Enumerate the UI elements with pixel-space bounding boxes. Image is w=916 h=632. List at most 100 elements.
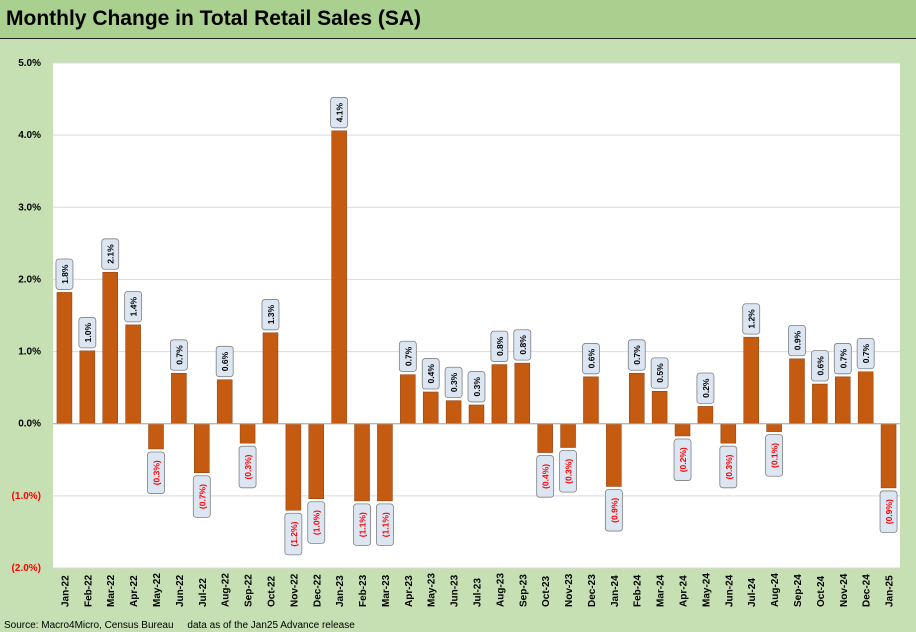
data-label-text: (0.9%) xyxy=(609,498,619,523)
bar xyxy=(835,376,851,424)
bar xyxy=(400,374,416,424)
y-axis: (2.0%) (1.0%) 0.0% 1.0% 2.0% 3.0% 4.0% 5.0% xyxy=(12,58,42,574)
bar xyxy=(239,423,256,444)
y-tick-label: (2.0%) xyxy=(12,563,41,574)
data-label-text: 1.4% xyxy=(129,297,139,317)
bar xyxy=(537,423,553,453)
data-label: (0.3%) xyxy=(719,445,738,489)
bar xyxy=(422,391,439,424)
x-tick-label: Feb-24 xyxy=(633,574,644,607)
data-label-text: 0.6% xyxy=(586,348,596,368)
x-tick-label: Apr-24 xyxy=(679,575,690,607)
x-tick-label: Mar-22 xyxy=(106,574,117,607)
x-tick-label: Jul-23 xyxy=(473,578,484,607)
x-tick-label: Dec-24 xyxy=(862,574,873,607)
x-tick-label: Nov-22 xyxy=(289,573,300,607)
data-label: 1.0% xyxy=(78,317,97,349)
bar xyxy=(697,406,714,424)
data-label-text: (0.2%) xyxy=(678,447,688,472)
data-label-text: (0.4%) xyxy=(541,464,551,489)
bar xyxy=(331,130,347,424)
x-tick-label: May-22 xyxy=(152,573,163,607)
bar xyxy=(674,423,691,437)
data-label-text: (0.3%) xyxy=(243,454,253,479)
bar xyxy=(125,324,141,424)
data-label-box xyxy=(284,512,303,556)
data-label-box xyxy=(559,450,577,493)
data-label-text: 1.3% xyxy=(266,304,276,324)
x-tick-label: May-23 xyxy=(427,573,438,607)
data-label-text: 0.7% xyxy=(838,348,848,368)
x-tick-label: Dec-23 xyxy=(587,574,598,607)
data-label: 2.1% xyxy=(101,238,120,270)
x-tick-label: Feb-23 xyxy=(358,574,369,607)
data-label-box xyxy=(810,350,829,382)
data-label-text: (0.3%) xyxy=(152,460,162,485)
data-label-text: 0.3% xyxy=(449,372,459,392)
data-label: 1.2% xyxy=(742,303,761,335)
x-tick-label: Sep-23 xyxy=(518,574,529,607)
x-tick-label: Sep-24 xyxy=(793,574,804,607)
data-label-text: 0.7% xyxy=(174,345,184,365)
data-label: (0.9%) xyxy=(879,490,898,533)
bar xyxy=(194,423,210,474)
bar xyxy=(812,383,828,424)
x-tick-label: May-24 xyxy=(701,573,712,607)
data-label: (0.2%) xyxy=(673,438,692,481)
data-label-box xyxy=(582,343,600,375)
data-label: 0.7% xyxy=(398,340,417,373)
data-label: (0.1%) xyxy=(765,434,783,477)
bar xyxy=(56,292,73,424)
data-label-box xyxy=(696,372,715,404)
data-label-text: 0.6% xyxy=(815,356,825,376)
x-tick-label: Nov-23 xyxy=(564,573,575,607)
bar xyxy=(583,376,599,424)
bar xyxy=(766,423,782,432)
bar xyxy=(308,423,325,499)
bar xyxy=(262,332,279,424)
data-label-box xyxy=(650,357,669,389)
data-label: 0.4% xyxy=(421,358,440,390)
data-label: 0.6% xyxy=(582,343,600,375)
source-note: Source: Macro4Micro, Census Bureau data … xyxy=(4,620,355,631)
data-label: 4.1% xyxy=(330,97,349,129)
data-label: 0.9% xyxy=(788,324,806,357)
data-label: 1.4% xyxy=(124,291,143,323)
bar xyxy=(880,423,897,489)
data-label-box xyxy=(627,339,646,371)
x-tick-label: Jun-24 xyxy=(724,574,735,607)
data-label: 0.3% xyxy=(467,371,486,403)
data-label: (1.1%) xyxy=(353,503,371,546)
data-label-box xyxy=(307,501,326,544)
x-axis: Jan-22 Feb-22 Mar-22 Apr-22 May-22 Jun-22 Jul-… xyxy=(60,573,895,607)
data-label-box xyxy=(101,238,120,270)
bar xyxy=(606,423,622,487)
x-tick-label: Jan-25 xyxy=(885,575,896,607)
data-label: 0.3% xyxy=(444,366,463,399)
data-label-text: 2.1% xyxy=(106,244,116,264)
bar xyxy=(857,371,874,424)
bar xyxy=(102,271,118,424)
data-label-text: 0.6% xyxy=(220,351,230,371)
data-label: (1.0%) xyxy=(307,501,326,544)
chart-title: Monthly Change in Total Retail Sales (SA… xyxy=(6,7,421,30)
data-label: (1.2%) xyxy=(284,512,303,556)
data-label: (0.3%) xyxy=(147,451,165,494)
data-label-box xyxy=(124,291,143,323)
data-label-box xyxy=(513,329,532,361)
y-tick-label: 3.0% xyxy=(18,202,41,213)
y-tick-label: 1.0% xyxy=(18,347,41,358)
bar xyxy=(651,391,668,424)
x-tick-label: Apr-22 xyxy=(129,575,140,607)
data-label-text: 1.2% xyxy=(747,309,757,329)
data-label-box xyxy=(765,434,783,477)
x-tick-label: Apr-23 xyxy=(404,575,415,607)
data-label-text: 0.7% xyxy=(861,343,871,363)
data-label-box xyxy=(742,303,761,335)
x-tick-label: Sep-22 xyxy=(244,574,255,607)
data-label: 0.5% xyxy=(650,357,669,389)
bar xyxy=(79,350,96,424)
bars xyxy=(56,130,897,511)
data-label-text: (0.7%) xyxy=(197,484,207,509)
data-label-box xyxy=(856,337,875,370)
